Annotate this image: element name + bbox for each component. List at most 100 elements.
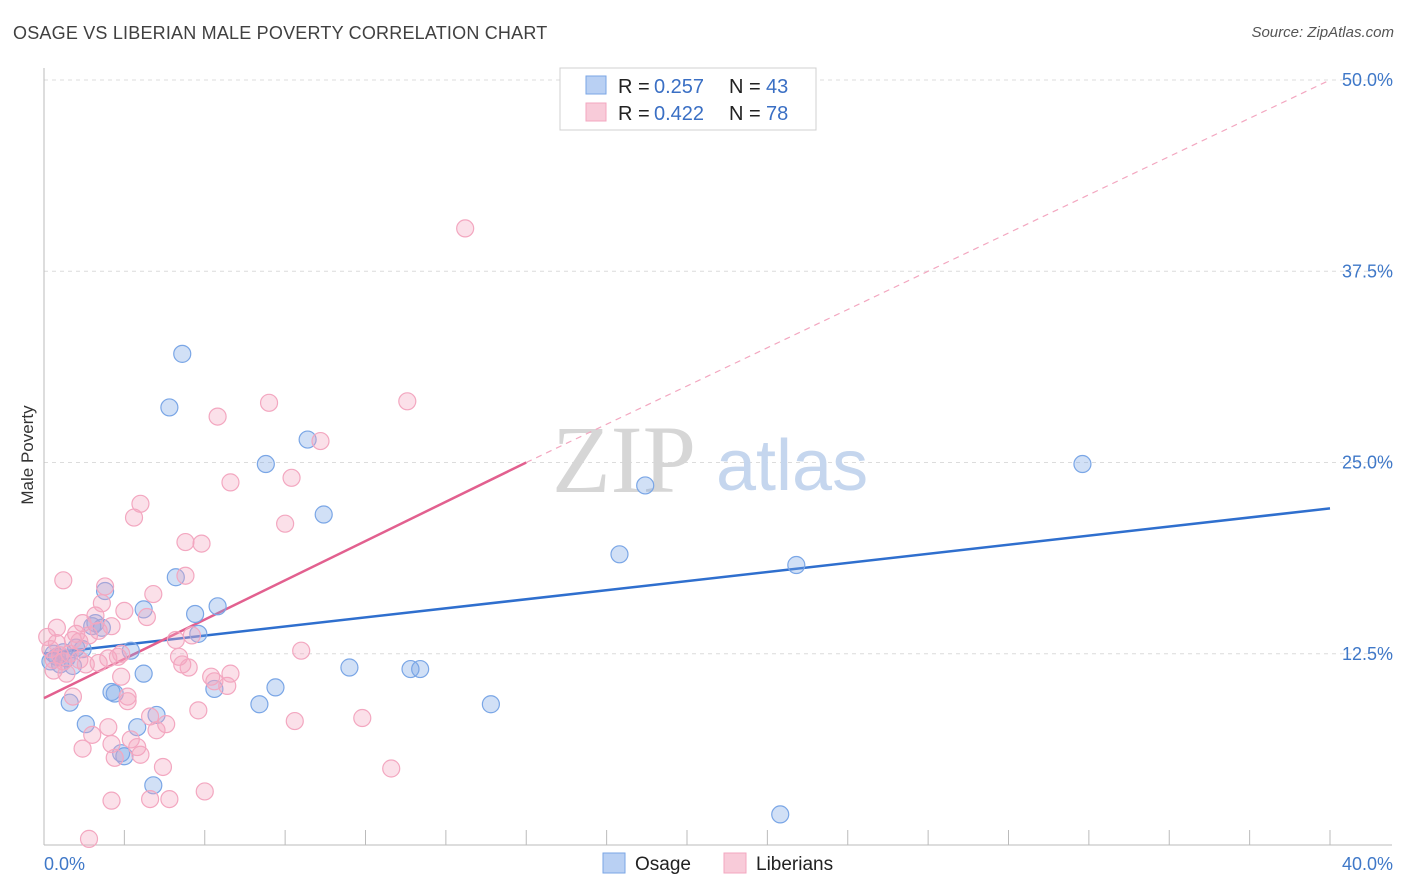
liberians-point-8 bbox=[57, 664, 76, 683]
osage-point-34 bbox=[266, 678, 285, 697]
osage-point-39 bbox=[411, 659, 430, 679]
osage-point-32 bbox=[250, 695, 269, 714]
x-axis-ticks bbox=[43, 830, 1331, 845]
liberians-point-9 bbox=[60, 644, 79, 663]
liberians-point-38 bbox=[131, 745, 150, 764]
osage-point-37 bbox=[340, 658, 359, 677]
liberians-point-66 bbox=[282, 468, 301, 487]
osage-point-41 bbox=[610, 545, 629, 564]
liberians-point-27 bbox=[102, 734, 121, 754]
liberians-point-14 bbox=[70, 650, 89, 669]
osage-point-44 bbox=[787, 555, 806, 575]
liberians-trend-extension bbox=[525, 79, 1331, 464]
liberians-point-15 bbox=[73, 739, 92, 758]
liberians-point-23 bbox=[95, 577, 115, 596]
bottom-legend: Osage Liberians bbox=[602, 852, 833, 875]
liberians-point-72 bbox=[398, 392, 417, 411]
osage-point-43 bbox=[771, 805, 790, 824]
legend-swatch-osage bbox=[585, 75, 607, 95]
liberians-point-44 bbox=[147, 721, 166, 740]
liberians-point-73 bbox=[456, 219, 475, 238]
liberians-point-21 bbox=[89, 653, 108, 673]
liberians-point-56 bbox=[192, 534, 211, 553]
axes bbox=[43, 68, 1392, 846]
liberians-point-63 bbox=[221, 473, 240, 492]
osage-point-31 bbox=[208, 597, 227, 616]
osage-point-21 bbox=[134, 664, 153, 683]
legend: R = 0.257 N = 43 R = 0.422 N = 78 bbox=[559, 67, 817, 131]
osage-point-17 bbox=[112, 744, 131, 763]
liberians-point-68 bbox=[292, 641, 311, 660]
legend-swatch-liberians bbox=[585, 102, 607, 122]
liberians-point-32 bbox=[115, 601, 134, 621]
liberians-point-33 bbox=[118, 687, 137, 706]
liberians-point-67 bbox=[285, 711, 304, 731]
osage-point-38 bbox=[401, 659, 420, 679]
x-tick-labels: 0.0% 40.0% bbox=[44, 854, 1393, 874]
osage-point-42 bbox=[636, 476, 655, 495]
legend-n-value-liberians: 78 bbox=[766, 103, 788, 125]
osage-point-33 bbox=[256, 454, 275, 474]
liberians-point-42 bbox=[140, 789, 160, 809]
liberians-point-22 bbox=[92, 594, 111, 613]
liberians-point-65 bbox=[276, 514, 295, 533]
legend-n-label-osage: N = bbox=[729, 76, 761, 98]
y-tick-label-3: 50.0% bbox=[1342, 70, 1393, 90]
liberians-point-13 bbox=[70, 632, 89, 651]
legend-r-label-liberians: R = bbox=[618, 103, 650, 125]
chart-title: OSAGE VS LIBERIAN MALE POVERTY CORRELATI… bbox=[13, 23, 548, 43]
y-tick-label-2: 37.5% bbox=[1342, 261, 1393, 281]
liberians-point-70 bbox=[353, 708, 372, 728]
liberians-point-43 bbox=[144, 584, 163, 604]
osage-point-27 bbox=[173, 344, 192, 363]
liberians-point-75 bbox=[47, 618, 66, 637]
liberians-point-29 bbox=[105, 748, 124, 767]
liberians-point-28 bbox=[102, 791, 121, 810]
liberians-point-39 bbox=[131, 494, 150, 513]
bottom-legend-swatch-osage bbox=[602, 852, 626, 874]
y-tick-label-0: 12.5% bbox=[1342, 644, 1393, 664]
bottom-legend-swatch-liberians bbox=[723, 852, 747, 874]
osage-point-40 bbox=[481, 695, 500, 714]
osage-point-45 bbox=[1073, 454, 1092, 474]
legend-n-label-liberians: N = bbox=[729, 103, 761, 125]
liberians-point-40 bbox=[137, 607, 156, 627]
liberians-point-47 bbox=[160, 789, 179, 809]
osage-point-36 bbox=[314, 505, 333, 524]
osage-point-23 bbox=[144, 776, 163, 795]
source-label: Source: ZipAtlas.com bbox=[1251, 24, 1394, 41]
liberians-point-48 bbox=[166, 630, 185, 650]
liberians-point-71 bbox=[382, 759, 401, 778]
liberians-point-25 bbox=[99, 718, 118, 737]
liberians-point-64 bbox=[259, 393, 279, 412]
liberians-point-46 bbox=[157, 715, 176, 734]
liberians-point-34 bbox=[118, 692, 137, 711]
liberians-point-6 bbox=[54, 571, 73, 590]
osage-point-28 bbox=[186, 604, 205, 624]
legend-r-value-osage: 0.257 bbox=[654, 76, 704, 98]
liberians-point-31 bbox=[112, 667, 131, 686]
liberians-point-18 bbox=[83, 725, 102, 744]
watermark-atlas: atlas bbox=[716, 426, 868, 506]
liberians-point-74 bbox=[79, 829, 99, 848]
bottom-legend-label-osage: Osage bbox=[635, 854, 691, 875]
liberians-point-57 bbox=[195, 782, 214, 801]
liberians-point-53 bbox=[179, 658, 198, 677]
liberians-point-55 bbox=[189, 701, 208, 720]
legend-r-label-osage: R = bbox=[618, 76, 650, 98]
liberians-point-11 bbox=[63, 687, 83, 706]
data-points bbox=[38, 219, 1092, 848]
grid-lines bbox=[44, 79, 1392, 655]
liberians-point-30 bbox=[108, 647, 128, 666]
watermark-zip: ZIP bbox=[552, 406, 696, 513]
osage-trend-line bbox=[43, 507, 1331, 655]
legend-n-value-osage: 43 bbox=[766, 76, 788, 98]
liberians-point-62 bbox=[221, 664, 240, 683]
watermark: ZIP atlas bbox=[552, 406, 868, 513]
osage-point-10 bbox=[76, 715, 95, 734]
liberians-point-51 bbox=[176, 532, 195, 552]
liberians-point-76 bbox=[73, 614, 92, 633]
osage-point-24 bbox=[147, 705, 166, 725]
liberians-trend-line bbox=[43, 461, 527, 700]
liberians-point-45 bbox=[153, 757, 173, 777]
